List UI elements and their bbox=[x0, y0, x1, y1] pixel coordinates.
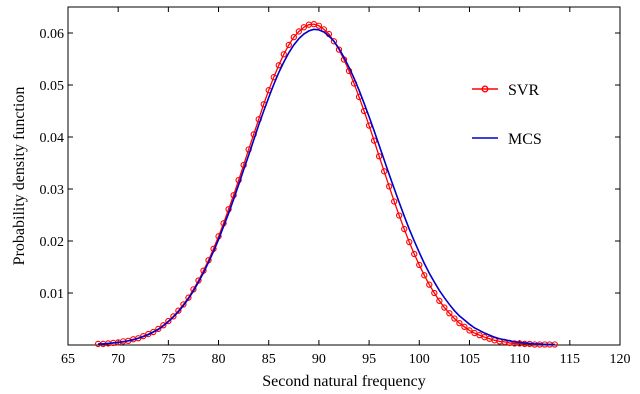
series-svr-point bbox=[280, 51, 287, 58]
x-tick-label-120: 120 bbox=[610, 352, 631, 367]
series-mcs bbox=[98, 28, 555, 346]
series-svr-point bbox=[436, 297, 443, 304]
tick-labels: 65 70 75 80 85 90 95 100 105 110 115 120 0.01 0.02 0.0… bbox=[40, 27, 631, 367]
series-svr-point bbox=[401, 225, 408, 233]
x-tick-label-90: 90 bbox=[312, 352, 326, 367]
series-svr-point bbox=[160, 322, 167, 329]
x-tick-label-80: 80 bbox=[212, 352, 226, 367]
x-tick-label-75: 75 bbox=[161, 352, 175, 367]
series-svr-point bbox=[150, 328, 157, 336]
legend-item-svr: SVR bbox=[472, 82, 539, 99]
plot-frame bbox=[67, 6, 621, 346]
series-svr-point bbox=[155, 325, 162, 333]
series-svr-point bbox=[315, 22, 323, 29]
series-svr-point bbox=[375, 153, 383, 160]
series-svr-point bbox=[456, 320, 463, 327]
y-tick-label-4: 0.05 bbox=[40, 79, 65, 94]
series-svr-line bbox=[98, 23, 555, 346]
series-svr-point bbox=[335, 46, 343, 53]
legend-svr-marker bbox=[481, 85, 489, 93]
series-svr-point bbox=[285, 41, 292, 49]
x-tick-label-110: 110 bbox=[509, 352, 529, 367]
series-svr-point bbox=[180, 301, 187, 308]
series-svr-point bbox=[330, 38, 338, 45]
series-svr-point bbox=[396, 212, 403, 219]
series-svr-point bbox=[461, 323, 468, 330]
series-layer bbox=[94, 21, 558, 348]
plot-area bbox=[67, 6, 621, 346]
legend-item-mcs: MCS bbox=[472, 131, 542, 148]
y-tick-label-2: 0.03 bbox=[40, 183, 65, 198]
series-svr-point bbox=[446, 310, 453, 317]
y-tick-label-3: 0.04 bbox=[40, 131, 65, 146]
series-svr-point bbox=[466, 327, 473, 334]
series-svr-point bbox=[290, 34, 297, 41]
series-svr-point bbox=[476, 331, 483, 339]
series-svr-point bbox=[165, 317, 172, 325]
series-svr-point bbox=[441, 304, 448, 311]
series-svr-point bbox=[295, 28, 302, 35]
series-svr-point bbox=[391, 198, 398, 205]
series-svr-point bbox=[421, 272, 428, 279]
legend-mcs-label: MCS bbox=[508, 131, 542, 148]
series-svr-point bbox=[411, 250, 418, 258]
y-tick-label-1: 0.02 bbox=[40, 235, 65, 250]
x-tick-label-70: 70 bbox=[111, 352, 125, 367]
x-tick-label-65: 65 bbox=[61, 352, 75, 367]
series-svr-point bbox=[426, 281, 433, 288]
legend-svr-label: SVR bbox=[508, 82, 539, 99]
axis-ticks bbox=[67, 7, 621, 345]
series-svr-point bbox=[275, 62, 282, 69]
legend: SVR MCS bbox=[472, 82, 542, 148]
x-tick-label-115: 115 bbox=[560, 352, 580, 367]
series-svr-point bbox=[451, 315, 458, 322]
x-tick-label-95: 95 bbox=[362, 352, 376, 367]
series-svr-point bbox=[175, 307, 182, 314]
series-svr-point bbox=[431, 289, 438, 297]
series-svr bbox=[94, 21, 558, 348]
series-svr-point bbox=[300, 24, 307, 31]
x-tick-label-85: 85 bbox=[262, 352, 276, 367]
y-tick-label-0: 0.01 bbox=[40, 287, 65, 302]
y-axis-title: Probability density function bbox=[11, 87, 28, 266]
series-svr-point bbox=[185, 294, 192, 301]
x-tick-label-105: 105 bbox=[459, 352, 480, 367]
x-axis-title: Second natural frequency bbox=[262, 373, 425, 390]
x-tick-label-100: 100 bbox=[409, 352, 430, 367]
series-svr-point bbox=[170, 313, 177, 320]
series-svr-point bbox=[380, 168, 388, 175]
series-svr-point bbox=[471, 329, 478, 337]
series-mcs-line bbox=[98, 28, 555, 346]
series-svr-point bbox=[416, 261, 423, 269]
series-svr-point bbox=[406, 238, 413, 246]
y-tick-label-5: 0.06 bbox=[40, 27, 65, 42]
series-svr-point bbox=[386, 183, 393, 190]
